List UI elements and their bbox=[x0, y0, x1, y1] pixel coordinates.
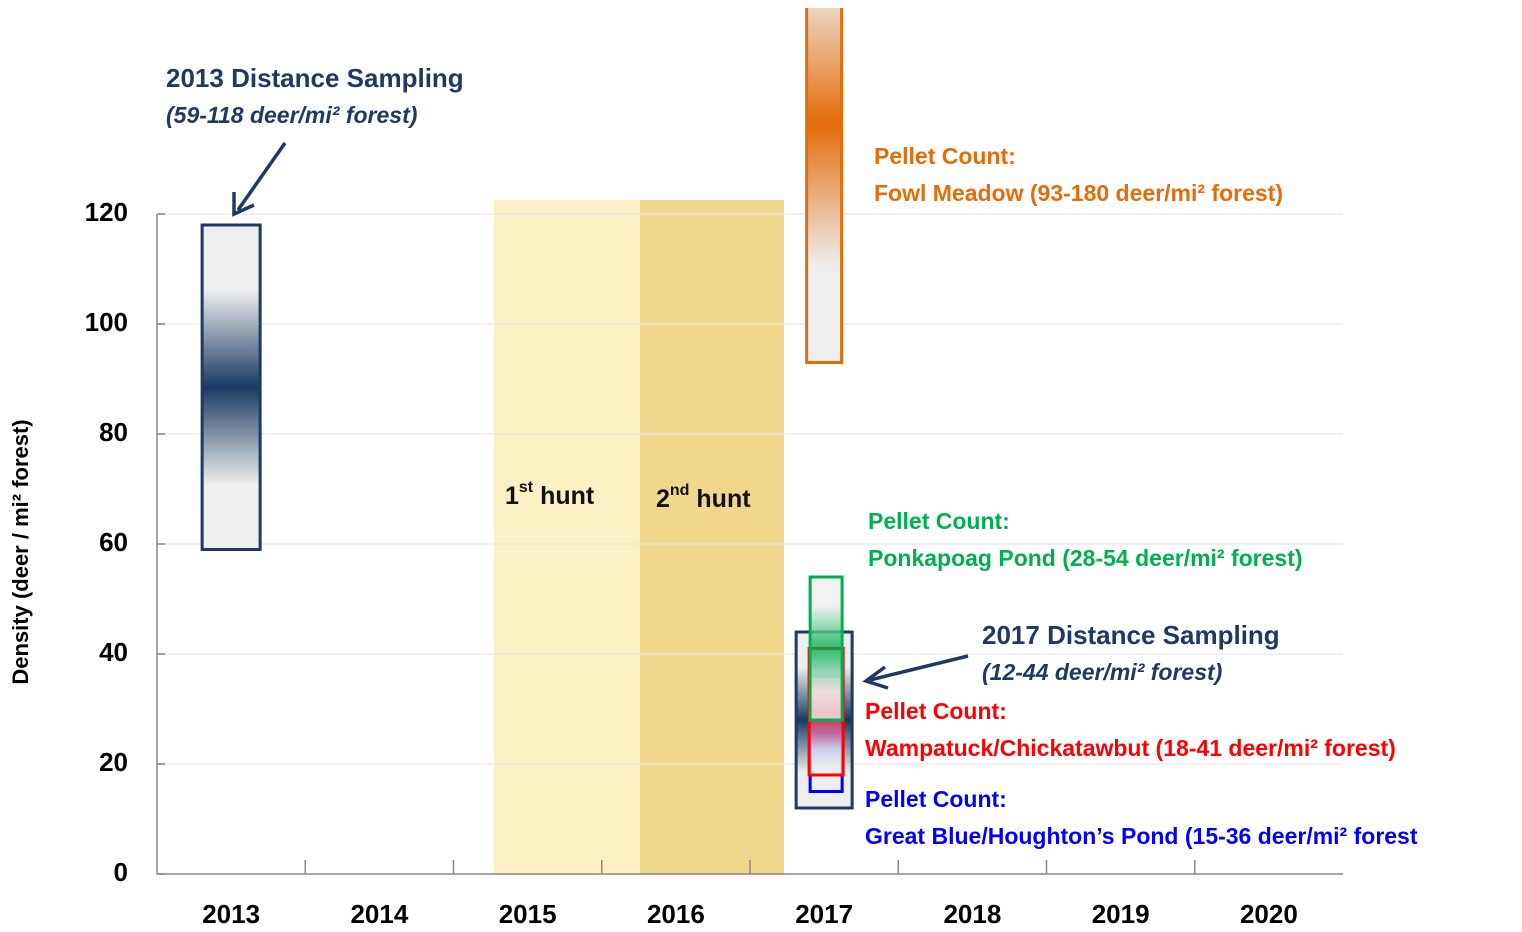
x-tick-label: 2015 bbox=[499, 899, 557, 929]
y-tick-label: 60 bbox=[99, 527, 128, 557]
annotation-title: Pellet Count: bbox=[865, 786, 1007, 812]
x-tick-label: 2018 bbox=[943, 899, 1001, 929]
range-bar bbox=[808, 575, 844, 722]
annotation-note: Ponkapoag Pond (28-54 deer/mi² forest) bbox=[868, 545, 1303, 571]
hunt-label: 2nd hunt bbox=[656, 482, 751, 512]
x-tick-label: 2014 bbox=[350, 899, 408, 929]
arrows bbox=[232, 141, 969, 690]
y-tick-label: 120 bbox=[85, 197, 128, 227]
hunt-label-number: 1 bbox=[505, 482, 519, 510]
y-tick-label: 100 bbox=[85, 307, 128, 337]
range-bar bbox=[200, 223, 262, 551]
x-tick-label: 2016 bbox=[647, 899, 705, 929]
y-tick-label: 20 bbox=[99, 747, 128, 777]
hunt-label-number: 2 bbox=[656, 485, 670, 513]
annotation-note: Fowl Meadow (93-180 deer/mi² forest) bbox=[874, 180, 1283, 206]
annotation-note: (12-44 deer/mi² forest) bbox=[982, 659, 1222, 685]
hunt-label-sup: nd bbox=[670, 482, 690, 499]
range-bar bbox=[805, 8, 844, 364]
x-tick-label: 2013 bbox=[202, 899, 260, 929]
hunt-label-rest: hunt bbox=[689, 485, 751, 513]
annotation-title: Pellet Count: bbox=[874, 143, 1016, 169]
annotation-title: 2017 Distance Sampling bbox=[982, 620, 1280, 650]
annotation-note: Wampatuck/Chickatawbut (18-41 deer/mi² f… bbox=[865, 735, 1396, 761]
x-tick-label: 2019 bbox=[1092, 899, 1150, 929]
annotation-title: 2013 Distance Sampling bbox=[166, 63, 464, 93]
hunt-label-rest: hunt bbox=[533, 482, 595, 510]
annotation-title: Pellet Count: bbox=[865, 698, 1007, 724]
annotation-note: (59-118 deer/mi² forest) bbox=[166, 102, 417, 128]
annotation-title: Pellet Count: bbox=[868, 508, 1010, 534]
y-axis-label: Density (deer / mi² forest) bbox=[8, 419, 33, 684]
hunt-period bbox=[640, 200, 784, 874]
hunt-period bbox=[494, 200, 640, 874]
y-tick-label: 40 bbox=[99, 637, 128, 667]
hunt-label-sup: st bbox=[519, 479, 534, 496]
hunt-label: 1st hunt bbox=[505, 479, 595, 509]
x-tick-label: 2020 bbox=[1240, 899, 1298, 929]
x-tick-label: 2017 bbox=[795, 899, 853, 929]
annotation-note: Great Blue/Houghton’s Pond (15-36 deer/m… bbox=[865, 823, 1418, 849]
y-tick-label: 80 bbox=[99, 417, 128, 447]
y-tick-label: 0 bbox=[114, 857, 128, 887]
